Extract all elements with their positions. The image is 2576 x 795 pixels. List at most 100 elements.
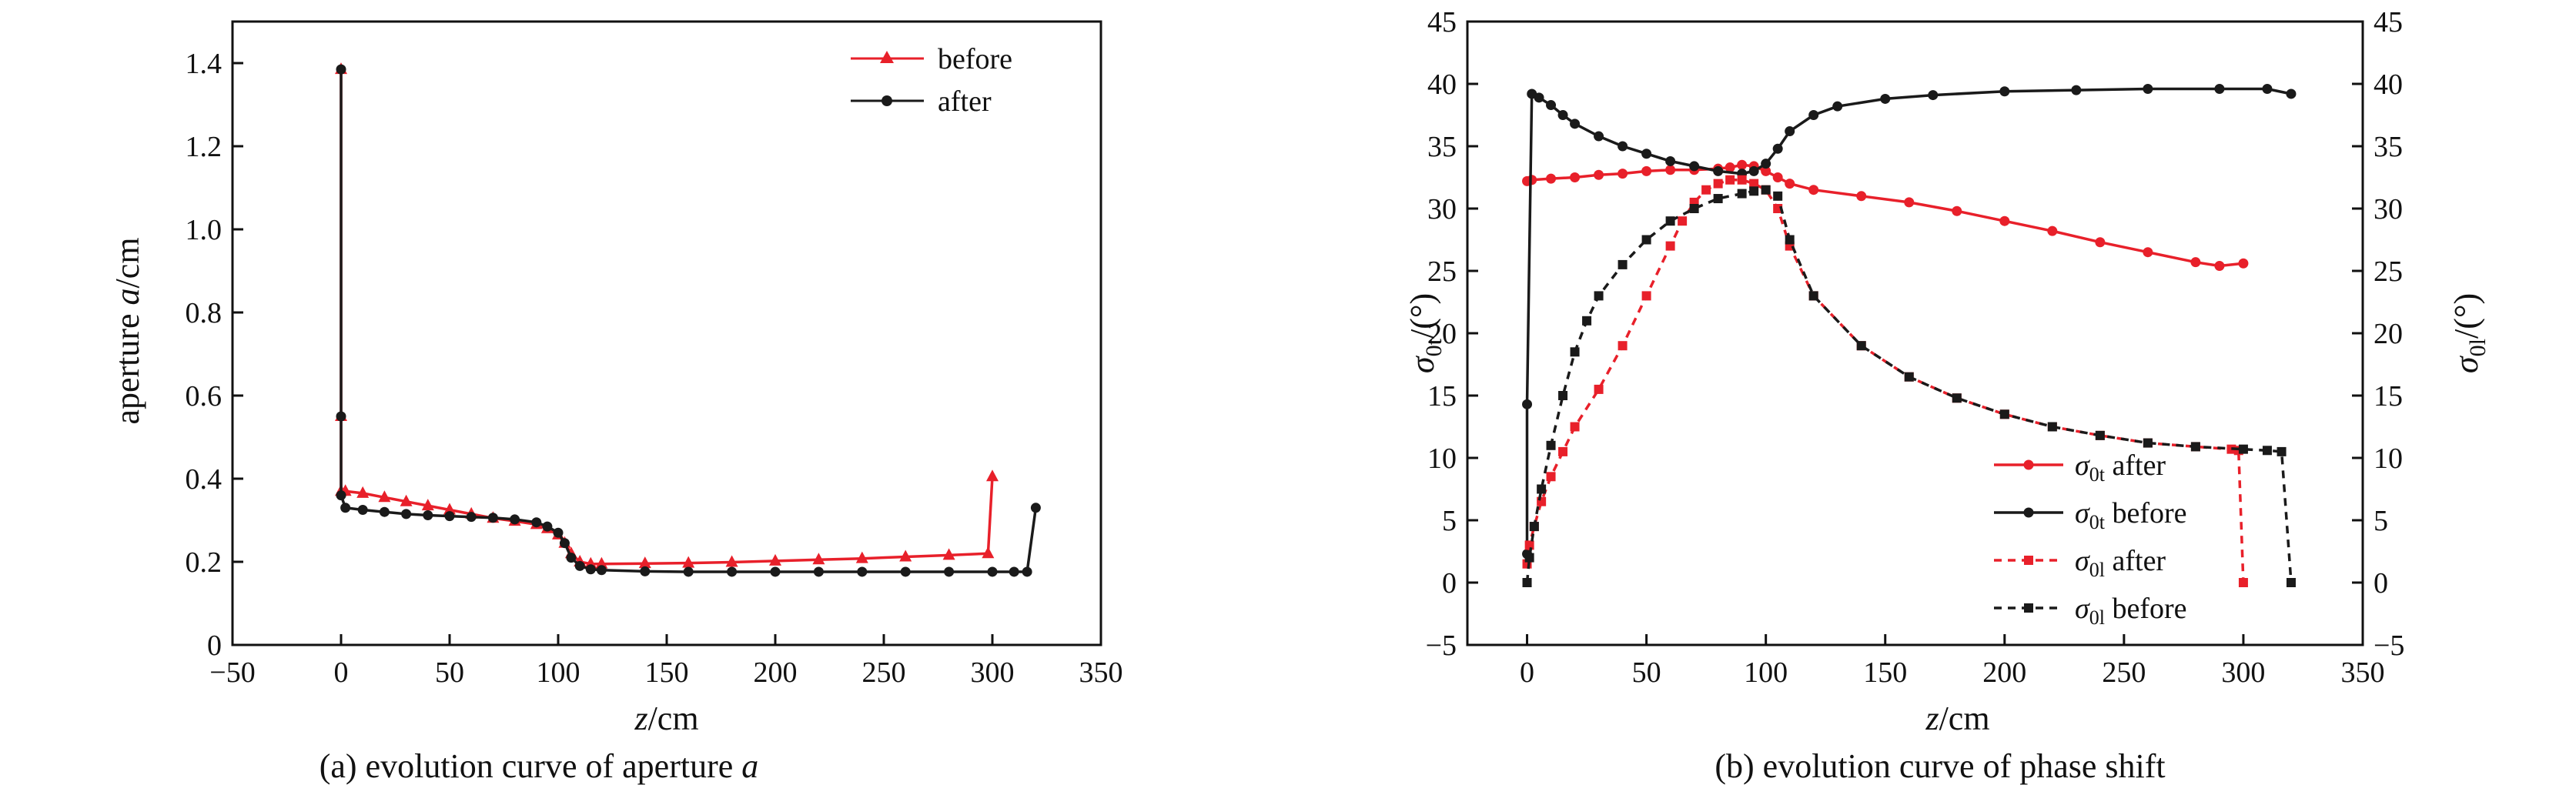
y-right-tick-label: 0 [2374,567,2388,600]
data-point [1522,399,1533,409]
data-point [944,566,955,577]
data-point [443,503,456,515]
y-right-tick-label: 30 [2374,193,2403,225]
series-σ0t-before [1522,83,2297,560]
data-point [986,469,999,482]
data-point [1749,186,1759,196]
data-point [1665,241,1675,251]
data-point [1856,191,1867,202]
data-point [1999,86,2010,97]
data-point [357,505,368,515]
data-point [1534,92,1544,103]
data-point [423,510,433,521]
x-tick-label: 100 [537,656,580,689]
y-tick-label: 20 [1427,318,1457,350]
data-point [1524,553,1534,563]
y-right-tick-label: 40 [2374,68,2403,101]
panel-b-xlabel-z: z [1925,700,1939,737]
data-point [1594,291,1604,301]
x-tick-label: 0 [1520,656,1534,689]
data-point [987,566,998,577]
data-point [1557,110,1568,120]
data-point [1546,440,1556,450]
data-point [1570,119,1581,129]
data-point [1748,165,1759,176]
data-point [1785,179,1795,189]
data-point [2214,83,2225,94]
data-point [574,560,585,571]
data-point [2262,446,2272,456]
y-right-tick-label: 15 [2374,380,2403,413]
data-point [559,538,570,549]
data-point [1689,161,1700,172]
y-right-tick-label: 45 [2374,6,2403,38]
panel-a-ylabel-unit: /cm [109,237,146,288]
x-tick-label: 300 [2221,656,2265,689]
ylabel-left-unit: /(°) [1403,293,1441,339]
data-point [1904,372,1914,382]
series-σ0l-before [1522,185,2296,587]
y-tick-label: 5 [1442,505,1457,537]
data-point [1761,165,1771,176]
data-point [2286,89,2297,99]
data-point [982,546,995,559]
panel-a-caption-a: a [741,747,758,785]
data-point [1618,341,1628,351]
legend-label: σ0l before [2075,593,2187,629]
data-point [1808,291,1818,301]
legend-label: σ0t before [2075,497,2187,533]
y-right-tick-label: 20 [2374,318,2403,350]
y-tick-label: 10 [1427,443,1457,475]
y-tick-label: 1.4 [186,48,222,80]
panel-b-legend: σ0t after σ0t before σ0l after σ0l before [1994,449,2187,629]
y-tick-label: 0.2 [186,546,222,579]
data-point [2047,225,2058,236]
data-point [421,499,434,511]
y-tick-label: 30 [1427,193,1457,225]
data-point [1952,393,1962,403]
data-point [2238,444,2248,454]
panel-b-caption: (b) evolution curve of phase shift [1715,747,2165,785]
data-point [1546,472,1556,482]
data-point [683,566,694,577]
data-point [2190,257,2201,268]
data-point [769,553,781,566]
series-line [1525,87,2292,554]
data-point [2143,438,2153,448]
data-point [531,517,542,528]
data-point [2143,247,2153,258]
data-point [900,566,911,577]
data-point [1773,191,1783,201]
legend-marker [2024,603,2033,613]
data-point [378,490,391,503]
y-tick-label: 0 [207,630,222,662]
data-point [812,553,825,565]
data-point [1582,316,1592,326]
panel-b-ylabel-left: σ0t/(°) [1403,293,1447,373]
data-point [1773,204,1783,213]
x-tick-label: −50 [209,656,255,689]
panel-b-ylabel-right: σ0l/(°) [2447,293,2491,373]
data-point [1713,179,1723,189]
panel-a-legend: before after [851,43,1012,118]
data-point [855,551,868,563]
series-after [336,64,1041,577]
y-tick-label: 15 [1427,380,1457,413]
data-point [1999,409,2009,419]
panel-a-ylabel: aperture a/cm [109,237,146,424]
y-right-tick-label: 35 [2374,131,2403,163]
panel-a-xlabel-unit: /cm [648,700,699,737]
data-point [379,506,390,517]
data-point [1737,175,1747,185]
data-point [1546,100,1557,111]
ylabel-left-sigma: σ [1403,355,1441,373]
y-tick-label: 0.4 [186,463,222,496]
y-tick-label: 0 [1442,567,1457,600]
panel-b-xlabel-unit: /cm [1939,700,1990,737]
data-point [401,509,412,519]
data-point [1808,110,1819,120]
data-point [1761,159,1771,169]
legend-marker [2023,507,2034,518]
data-point [1725,162,1735,173]
data-point [1594,169,1604,180]
